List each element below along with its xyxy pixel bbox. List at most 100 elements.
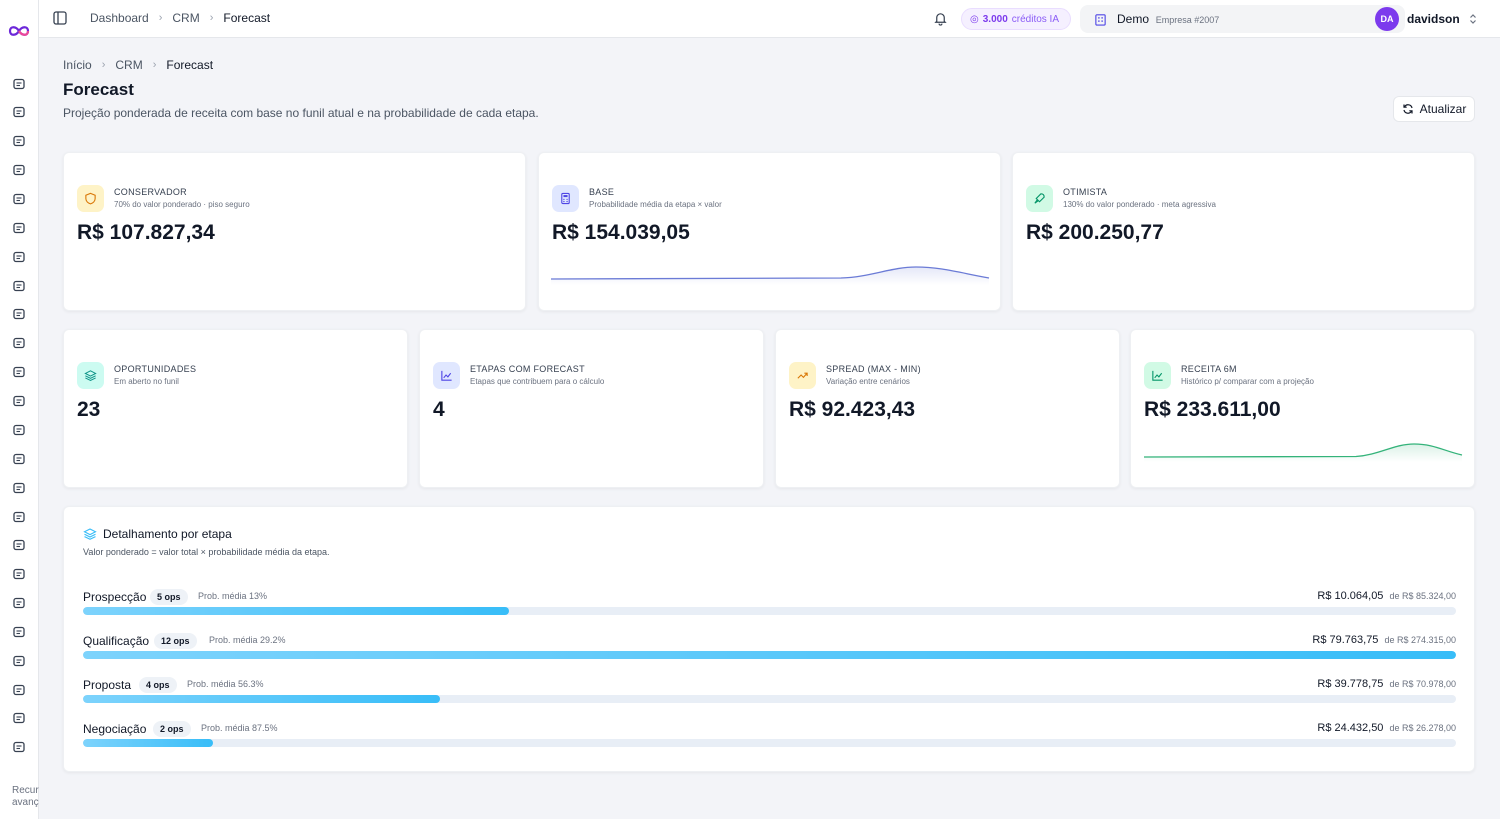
sidebar-footer-line2: avançados (12, 797, 39, 808)
card-value: R$ 92.423,43 (789, 398, 916, 421)
stage-amount: R$ 79.763,75 de R$ 274.315,00 (1312, 634, 1456, 646)
panel-title: Detalhamento por etapa (103, 527, 232, 541)
progress-fill (83, 651, 1456, 659)
company-sub: Empresa #2007 (1155, 15, 1220, 25)
credits-value: 3.000 (982, 13, 1008, 25)
sidebar-briefcase-icon[interactable] (10, 450, 28, 468)
sidebar-broadcast-icon[interactable] (10, 219, 28, 237)
coins-icon: ◎ (970, 13, 979, 25)
sidebar-bicycle-icon[interactable] (10, 161, 28, 179)
card-title: RECEITA 6M (1181, 364, 1237, 374)
sidebar-bot-icon[interactable] (10, 681, 28, 699)
card-title: BASE (589, 187, 615, 197)
app-logo[interactable] (6, 22, 32, 40)
sidebar-ship-icon[interactable] (10, 305, 28, 323)
chevrons-updown-icon (1469, 14, 1476, 24)
sidebar-package-icon[interactable] (10, 392, 28, 410)
card-value: R$ 233.611,00 (1144, 398, 1281, 421)
sidebar-trend-icon[interactable] (10, 190, 28, 208)
stage-row: Qualificação 12 ops Prob. média 29.2% R$ 79… (83, 633, 1456, 664)
ops-badge: 5 ops (150, 589, 188, 605)
card-value: R$ 200.250,77 (1026, 221, 1164, 244)
refresh-label: Atualizar (1419, 102, 1467, 116)
weighted-value: R$ 79.763,75 (1312, 634, 1379, 646)
card-title: OTIMISTA (1063, 187, 1108, 197)
bell-icon[interactable] (933, 11, 948, 26)
stage-amount: R$ 10.064,05 de R$ 85.324,00 (1317, 590, 1456, 602)
sidebar-command-icon[interactable] (10, 594, 28, 612)
sidebar-team-icon[interactable] (10, 508, 28, 526)
metric-card-receita: RECEITA 6M Histórico p/ comparar com a p… (1130, 329, 1475, 488)
progress-track (83, 651, 1456, 659)
ai-credits-badge[interactable]: ◎ 3.000 créditos IA (961, 8, 1071, 30)
weighted-value: R$ 39.778,75 (1317, 678, 1384, 690)
sidebar-megaphone-icon[interactable] (10, 421, 28, 439)
sidebar-toggle-icon[interactable] (53, 11, 67, 25)
card-subtitle: Em aberto no funil (114, 377, 179, 386)
chevron-right-icon: › (158, 12, 163, 24)
crumb-crm[interactable]: CRM (115, 58, 143, 72)
sidebar-invoice-icon[interactable] (10, 709, 28, 727)
sidebar-card-icon[interactable] (10, 248, 28, 266)
card-subtitle: Histórico p/ comparar com a projeção (1181, 377, 1314, 386)
card-subtitle: Probabilidade média da etapa × valor (589, 200, 722, 209)
progress-track (83, 739, 1456, 747)
sidebar-box-icon[interactable] (10, 363, 28, 381)
stage-probability: Prob. média 56.3% (187, 679, 264, 689)
card-value: 4 (433, 398, 445, 421)
sidebar-footer-line1: Recursos (12, 785, 39, 796)
refresh-button[interactable]: Atualizar (1393, 96, 1475, 122)
chart-icon (433, 362, 460, 389)
sidebar-footer[interactable]: Recursos avançados (12, 785, 39, 809)
sidebar-database-icon[interactable] (10, 334, 28, 352)
sidebar-cart-icon[interactable] (10, 277, 28, 295)
stage-probability: Prob. média 87.5% (201, 723, 278, 733)
chevron-right-icon: › (152, 59, 157, 71)
stage-name: Negociação (83, 722, 147, 736)
sidebar-receipt-icon[interactable] (10, 738, 28, 756)
progress-fill (83, 739, 214, 747)
card-value: 23 (77, 398, 101, 421)
total-value: de R$ 26.278,00 (1389, 723, 1456, 733)
sidebar-wrench-icon[interactable] (10, 103, 28, 121)
card-title: OPORTUNIDADES (114, 364, 197, 374)
panel-subtitle: Valor ponderado = valor total × probabil… (83, 547, 330, 557)
card-subtitle: 70% do valor ponderado · piso seguro (114, 200, 250, 209)
shield-icon (77, 185, 104, 212)
revenue-sparkline (1144, 443, 1463, 462)
stage-row: Negociação 2 ops Prob. média 87.5% R$ 24.43… (83, 721, 1456, 752)
breadcrumb: Início › CRM › Forecast (63, 58, 213, 72)
company-selector[interactable]: Demo Empresa #2007 (1080, 5, 1405, 33)
user-menu[interactable]: DA davidson (1375, 5, 1495, 33)
top-crumb-crm[interactable]: CRM (172, 11, 200, 25)
page-subtitle: Projeção ponderada de receita com base n… (63, 106, 539, 120)
sidebar-users-icon[interactable] (10, 132, 28, 150)
company-name: Demo (1117, 12, 1150, 26)
sidebar-calculator-icon[interactable] (10, 565, 28, 583)
crumb-inicio[interactable]: Início (63, 58, 92, 72)
total-value: de R$ 274.315,00 (1384, 635, 1456, 645)
metric-card-etapas: ETAPAS COM FORECAST Etapas que contribue… (419, 329, 764, 488)
progress-fill (83, 695, 440, 703)
sidebar-grid-icon[interactable] (10, 75, 28, 93)
avatar: DA (1375, 7, 1399, 31)
base-sparkline (551, 266, 990, 285)
top-breadcrumb: Dashboard › CRM › Forecast (90, 11, 270, 25)
layers-icon (83, 528, 97, 540)
layers-icon (77, 362, 104, 389)
metric-card-oportunidades: OPORTUNIDADES Em aberto no funil 23 (63, 329, 408, 488)
stage-name: Prospecção (83, 590, 147, 604)
sidebar-truck-icon[interactable] (10, 652, 28, 670)
ops-badge: 12 ops (154, 633, 197, 649)
sidebar-headset-icon[interactable] (10, 479, 28, 497)
topbar: Dashboard › CRM › Forecast ◎ 3.000 crédi… (39, 0, 1500, 38)
sidebar-settings-icon[interactable] (10, 623, 28, 641)
card-subtitle: Variação entre cenários (826, 377, 910, 386)
calculator-icon (552, 185, 579, 212)
ops-badge: 2 ops (153, 721, 191, 737)
stage-amount: R$ 24.432,50 de R$ 26.278,00 (1317, 722, 1456, 734)
sidebar-folder-icon[interactable] (10, 536, 28, 554)
chevron-right-icon: › (101, 59, 106, 71)
top-crumb-dashboard[interactable]: Dashboard (90, 11, 149, 25)
metric-card-spread: SPREAD (MAX - MIN) Variação entre cenári… (775, 329, 1120, 488)
